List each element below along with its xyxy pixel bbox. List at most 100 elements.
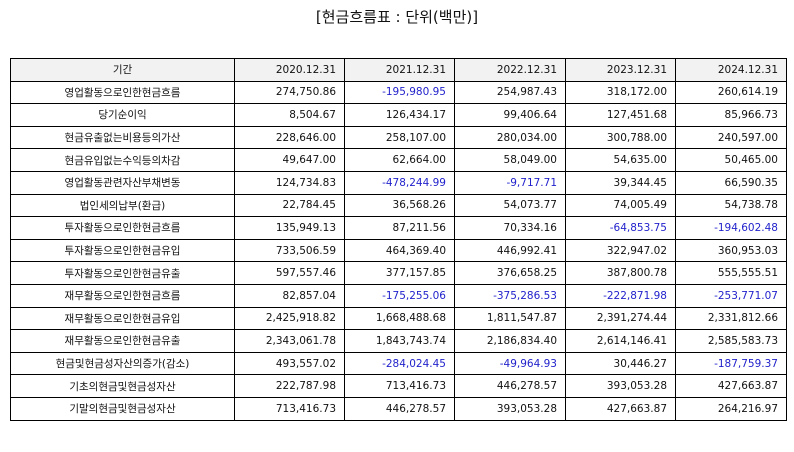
row-label: 투자활동으로인한현금유출 (10, 261, 235, 285)
table-cell: 127,451.68 (565, 103, 676, 127)
table-cell: 85,966.73 (675, 103, 787, 127)
table-row: 기초의현금및현금성자산 222,787.98 713,416.73 446,278.5… (10, 374, 787, 398)
table-cell: -49,964.93 (454, 351, 566, 376)
header-year: 2024.12.31 (675, 58, 787, 82)
table-cell: 377,157.85 (344, 261, 455, 285)
table-cell: 2,331,812.66 (675, 306, 787, 331)
table-row: 당기순이익 8,504.67 126,434.17 99,406.64 127,451.… (10, 103, 787, 127)
table-cell: 39,344.45 (565, 170, 676, 195)
table-cell: 54,635.00 (565, 148, 676, 172)
table-cell: 427,663.87 (565, 396, 676, 421)
row-label: 당기순이익 (10, 103, 235, 127)
row-label: 재무활동으로인한현금유입 (10, 306, 235, 331)
table-row: 영업활동관련자산부채변동 124,734.83 -478,244.99 -9,717.… (10, 170, 787, 195)
table-cell: 135,949.13 (234, 216, 345, 240)
table-cell: 2,425,918.82 (234, 306, 345, 331)
table-row: 현금유입없는수익등의차감 49,647.00 62,664.00 58,049.00 5… (10, 148, 787, 172)
table-cell: 2,585,583.73 (675, 329, 787, 353)
table-cell: -284,024.45 (344, 351, 455, 376)
table-row: 재무활동으로인한현금유입 2,425,918.82 1,668,488.68 1,81… (10, 306, 787, 331)
table-cell: 2,614,146.41 (565, 329, 676, 353)
table-cell: 2,391,274.44 (565, 306, 676, 331)
table-cell: 464,369.40 (344, 238, 455, 263)
table-row: 투자활동으로인한현금흐름 135,949.13 87,211.56 70,334.16… (10, 216, 787, 240)
table-cell: 322,947.02 (565, 238, 676, 263)
table-cell: 124,734.83 (234, 170, 345, 195)
header-year: 2021.12.31 (344, 58, 455, 82)
table-cell: 1,668,488.68 (344, 306, 455, 331)
table-cell: 62,664.00 (344, 148, 455, 172)
table-cell: 36,568.26 (344, 193, 455, 218)
table-cell: -64,853.75 (565, 216, 676, 240)
header-year: 2022.12.31 (454, 58, 566, 82)
header-row: 기간 2020.12.31 2021.12.31 2022.12.31 2023… (10, 58, 787, 82)
table-cell: 493,557.02 (234, 351, 345, 376)
table-cell: 70,334.16 (454, 216, 566, 240)
table-cell: 74,005.49 (565, 193, 676, 218)
row-label: 법인세의납부(환급) (10, 193, 235, 218)
table-cell: 1,811,547.87 (454, 306, 566, 331)
table-cell: 126,434.17 (344, 103, 455, 127)
table-cell: 30,446.27 (565, 351, 676, 376)
table-row: 기말의현금및현금성자산 713,416.73 446,278.57 393,053.2… (10, 396, 787, 421)
table-cell: 446,278.57 (454, 374, 566, 398)
row-label: 투자활동으로인한현금유입 (10, 238, 235, 263)
header-year: 2023.12.31 (565, 58, 676, 82)
row-label: 현금및현금성자산의증가(감소) (10, 351, 235, 376)
table-cell: 446,992.41 (454, 238, 566, 263)
table-row: 현금유출없는비용등의가산 228,646.00 258,107.00 280,034.… (10, 125, 787, 150)
table-cell: -478,244.99 (344, 170, 455, 195)
page-title: [현금흐름표 : 단위(백만)] (315, 8, 479, 26)
table-cell: 1,843,743.74 (344, 329, 455, 353)
table-cell: -253,771.07 (675, 283, 787, 308)
table-cell: -222,871.98 (565, 283, 676, 308)
row-label: 현금유입없는수익등의차감 (10, 148, 235, 172)
table-cell: 22,784.45 (234, 193, 345, 218)
table-cell: 54,073.77 (454, 193, 566, 218)
table-row: 재무활동으로인한현금흐름 82,857.04 -175,255.06 -375,286… (10, 283, 787, 308)
table-cell: 50,465.00 (675, 148, 787, 172)
cash-flow-table: 기간 2020.12.31 2021.12.31 2022.12.31 2023… (10, 58, 787, 421)
header-year: 2020.12.31 (234, 58, 345, 82)
table-row: 법인세의납부(환급) 22,784.45 36,568.26 54,073.77 74,… (10, 193, 787, 218)
row-label: 재무활동으로인한현금흐름 (10, 283, 235, 308)
row-label: 영업활동으로인한현금흐름 (10, 80, 235, 105)
table-cell: 733,506.59 (234, 238, 345, 263)
table-cell: 228,646.00 (234, 125, 345, 150)
table-cell: -175,255.06 (344, 283, 455, 308)
table-cell: 427,663.87 (675, 374, 787, 398)
row-label: 재무활동으로인한현금유출 (10, 329, 235, 353)
row-label: 영업활동관련자산부채변동 (10, 170, 235, 195)
table-cell: 376,658.25 (454, 261, 566, 285)
table-cell: 260,614.19 (675, 80, 787, 105)
table-cell: 713,416.73 (344, 374, 455, 398)
table-cell: 360,953.03 (675, 238, 787, 263)
table-cell: 446,278.57 (344, 396, 455, 421)
table-cell: 87,211.56 (344, 216, 455, 240)
table-cell: 274,750.86 (234, 80, 345, 105)
table-cell: 8,504.67 (234, 103, 345, 127)
table-cell: -195,980.95 (344, 80, 455, 105)
table-row: 현금및현금성자산의증가(감소) 493,557.02 -284,024.45 -49,… (10, 351, 787, 376)
table-cell: 254,987.43 (454, 80, 566, 105)
table-row: 투자활동으로인한현금유입 733,506.59 464,369.40 446,992.… (10, 238, 787, 263)
table-cell: 713,416.73 (234, 396, 345, 421)
table-cell: 2,186,834.40 (454, 329, 566, 353)
table-row: 재무활동으로인한현금유출 2,343,061.78 1,843,743.74 2,18… (10, 329, 787, 353)
row-label: 기말의현금및현금성자산 (10, 396, 235, 421)
table-cell: 393,053.28 (454, 396, 566, 421)
table-cell: 555,555.51 (675, 261, 787, 285)
table-cell: 318,172.00 (565, 80, 676, 105)
table-cell: 82,857.04 (234, 283, 345, 308)
row-label: 현금유출없는비용등의가산 (10, 125, 235, 150)
table-cell: 222,787.98 (234, 374, 345, 398)
table-cell: 597,557.46 (234, 261, 345, 285)
header-period: 기간 (10, 58, 235, 82)
row-label: 투자활동으로인한현금흐름 (10, 216, 235, 240)
table-cell: 300,788.00 (565, 125, 676, 150)
table-cell: -194,602.48 (675, 216, 787, 240)
row-label: 기초의현금및현금성자산 (10, 374, 235, 398)
table-cell: 240,597.00 (675, 125, 787, 150)
table-cell: 387,800.78 (565, 261, 676, 285)
table-cell: -187,759.37 (675, 351, 787, 376)
